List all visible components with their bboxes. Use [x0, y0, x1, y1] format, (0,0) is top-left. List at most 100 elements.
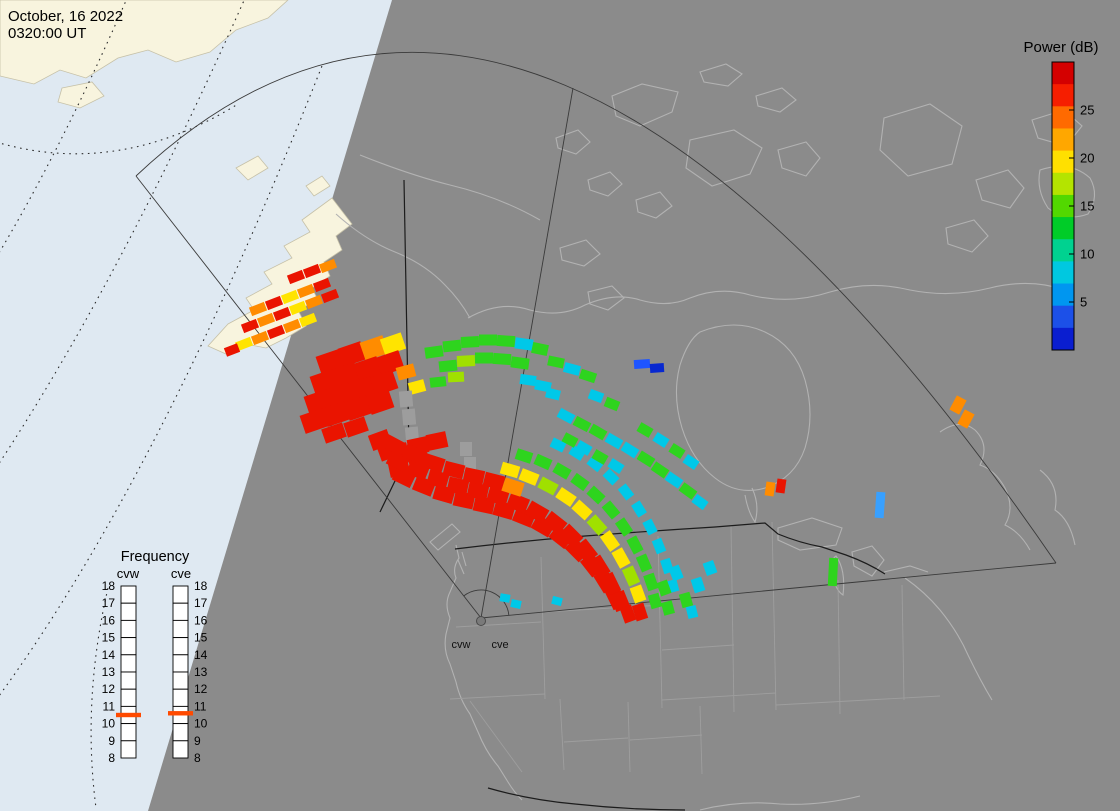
frequency-bar-segment [172, 688, 189, 707]
backscatter-cell [573, 538, 599, 564]
backscatter-cell [542, 510, 568, 536]
day-land-top-left [0, 0, 289, 85]
frequency-scale-label: 11 [103, 699, 116, 713]
backscatter-cell [587, 388, 605, 404]
backscatter-cell [343, 416, 369, 438]
frequency-bar-segment [172, 723, 189, 742]
backscatter-cell [537, 476, 559, 496]
backscatter-cell [442, 460, 466, 480]
backscatter-cell [571, 499, 593, 521]
backscatter-cell [447, 371, 465, 383]
backscatter-cell [312, 277, 332, 293]
fan-near-arc [463, 589, 510, 616]
island-baffin [879, 103, 963, 177]
backscatter-cell [514, 448, 534, 464]
alaska-north-coast [359, 154, 541, 221]
backscatter-cell [664, 471, 684, 489]
backscatter-cell [482, 471, 506, 491]
pacific-coast [444, 544, 523, 801]
backscatter-cell [682, 453, 700, 471]
backscatter-cell [510, 599, 522, 609]
backscatter-cell [499, 593, 511, 603]
frequency-bar-segment [120, 740, 137, 759]
backscatter-cell [633, 358, 651, 370]
colorbar-block [1052, 150, 1074, 174]
frequency-bar-segment [120, 602, 137, 621]
colorbar-block [1052, 239, 1074, 262]
colorbar-block [1052, 128, 1074, 152]
backscatter-cell [631, 500, 647, 518]
state-line [449, 693, 546, 700]
island-small-3 [755, 87, 797, 113]
backscatter-cell [501, 477, 525, 497]
labrador-coast-2 [1039, 469, 1076, 546]
frequency-bar-segment [172, 602, 189, 621]
backscatter-cell [422, 453, 446, 473]
frequency-bar-segment [172, 671, 189, 690]
frequency-scale-label: 9 [194, 734, 201, 748]
island-small-8 [635, 191, 673, 219]
backscatter-cell [240, 318, 260, 334]
backscatter-cell [496, 334, 516, 348]
backscatter-cell [629, 584, 647, 604]
backscatter-cell [551, 595, 563, 607]
backscatter-cell [424, 345, 444, 359]
day-land-bit-2 [305, 175, 331, 197]
backscatter-cell [379, 332, 407, 356]
backscatter-cell [586, 455, 604, 473]
backscatter-cell [505, 492, 531, 514]
backscatter-cell [272, 306, 292, 322]
backscatter-cell [499, 461, 521, 479]
date-text: October, 16 2022 [8, 8, 123, 25]
backscatter-cell [321, 401, 351, 427]
backscatter-cell [304, 294, 324, 310]
backscatter-cell [460, 442, 472, 456]
backscatter-cell [607, 458, 625, 474]
state-line [469, 700, 523, 773]
backscatter-cell [651, 537, 667, 555]
backscatter-cell [626, 535, 644, 555]
backscatter-cell [650, 461, 670, 479]
alaska-south-coast [335, 213, 471, 319]
backscatter-cell [690, 576, 706, 594]
backscatter-cell [619, 604, 637, 624]
puget-sound [457, 551, 467, 575]
backscatter-cell [234, 336, 254, 352]
day-land-island [57, 81, 105, 109]
frequency-scale-label: 16 [194, 613, 208, 627]
frequency-marker [116, 712, 141, 718]
site-label-cvw: cvw [452, 639, 471, 651]
backscatter-cell [549, 437, 567, 453]
backscatter-cell [591, 449, 609, 465]
arctic-coast [467, 282, 1066, 319]
day-land-bit-1 [235, 155, 269, 181]
backscatter-cell [402, 443, 426, 465]
backscatter-cell [691, 493, 709, 511]
backscatter-cell [381, 434, 407, 456]
freq-radar-label-cvw: cvw [117, 566, 140, 581]
backscatter-cell [642, 518, 658, 536]
backscatter-cell [631, 602, 649, 622]
backscatter-cell [620, 441, 640, 459]
grid-line [0, 65, 323, 696]
frequency-scale-label: 11 [194, 699, 207, 713]
grid-line [0, 103, 239, 155]
state-line [629, 734, 703, 741]
james-bay [744, 487, 758, 524]
backscatter-cell [321, 422, 347, 444]
backscatter-cell [320, 288, 340, 304]
backscatter-cell [337, 341, 367, 367]
frequency-scale-label: 13 [102, 665, 116, 679]
backscatter-cell [524, 500, 550, 524]
state-line [901, 584, 905, 701]
colorbar: Power (dB) 25 20 15 10 5 [1023, 39, 1099, 351]
island-banks [611, 83, 679, 127]
backscatter-cell [519, 373, 537, 387]
backscatter-cell [568, 445, 586, 461]
backscatter-cell [460, 336, 480, 348]
backscatter-cell [614, 517, 634, 537]
backscatter-cell [668, 443, 686, 459]
lake-superior [777, 517, 843, 551]
backscatter-cell [282, 318, 302, 334]
